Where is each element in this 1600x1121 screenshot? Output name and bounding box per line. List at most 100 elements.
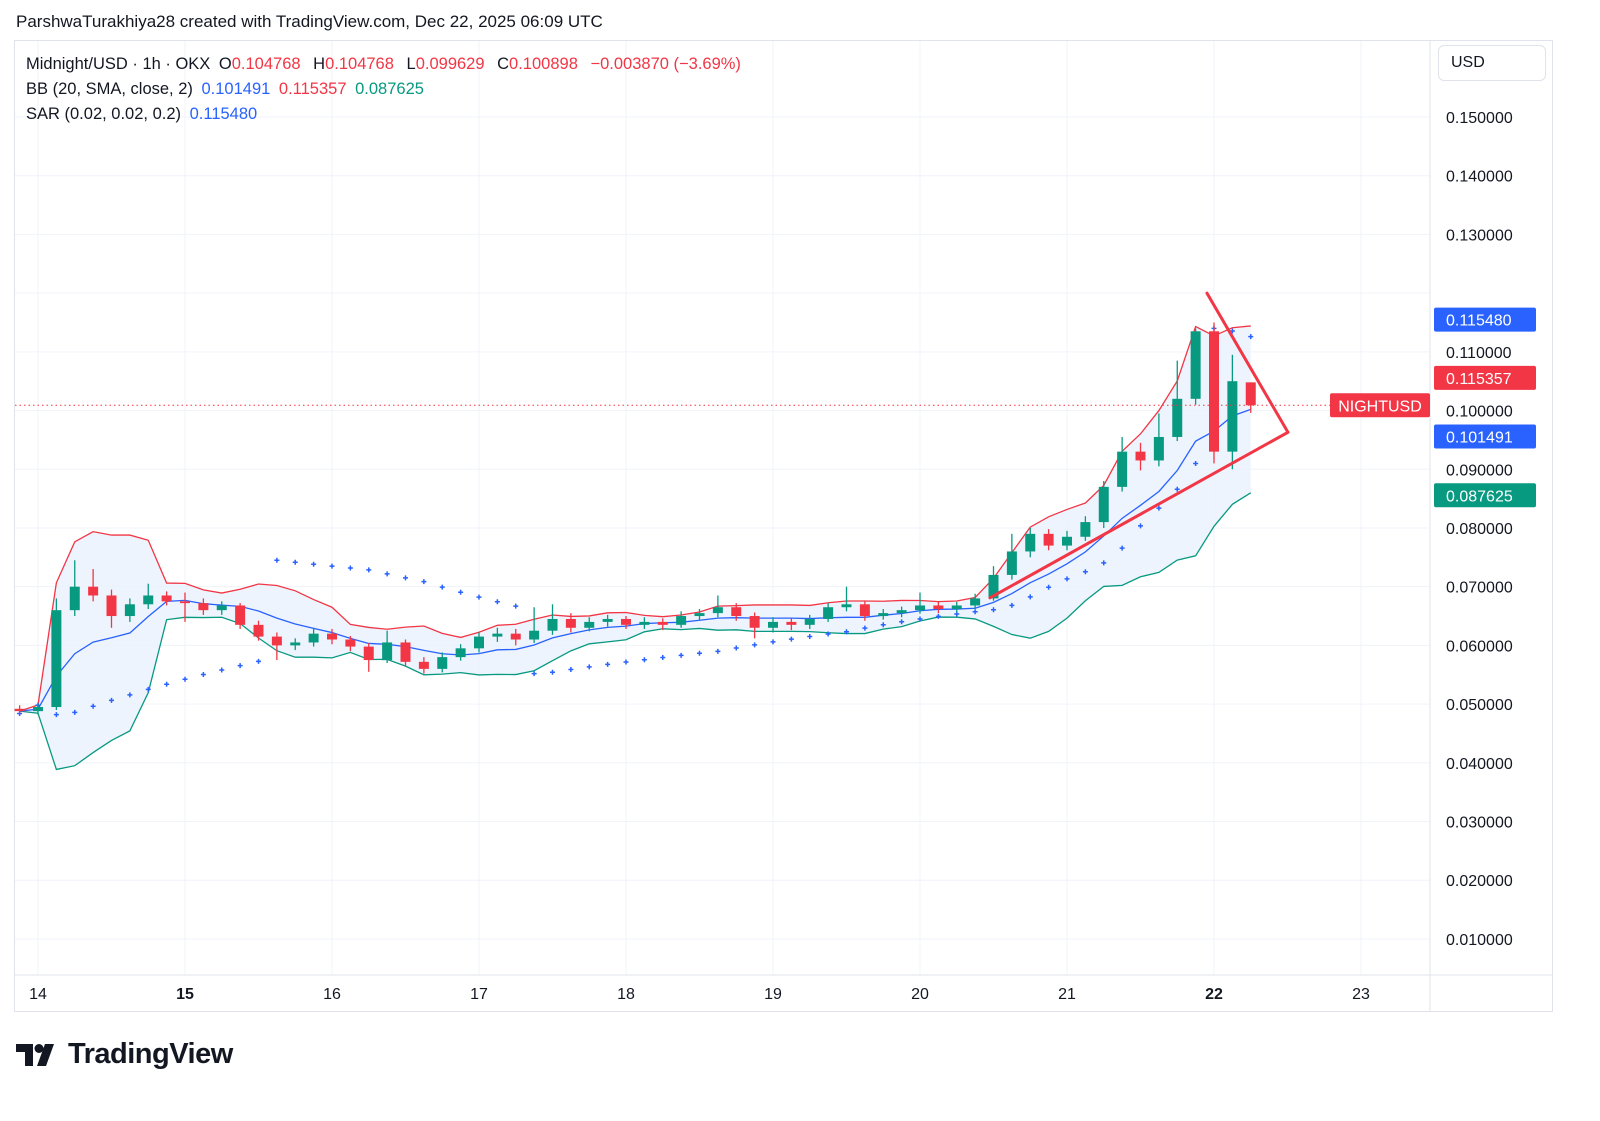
sar-point (991, 607, 996, 613)
sar-point (917, 616, 923, 622)
candle-body[interactable] (1190, 331, 1201, 399)
candle-body[interactable] (33, 707, 43, 712)
candle-body[interactable] (253, 624, 264, 637)
sar-point (347, 565, 353, 571)
candle-body[interactable] (547, 618, 558, 631)
candle-body[interactable] (308, 633, 319, 643)
candle-body[interactable] (69, 586, 80, 611)
candle-body[interactable] (841, 604, 852, 608)
trendline-drawing[interactable] (988, 430, 1290, 600)
candle-body[interactable] (786, 621, 797, 625)
open-value: 0.104768 (231, 55, 301, 73)
sar-point (807, 633, 813, 639)
candle-body[interactable] (1245, 382, 1256, 406)
candle-body[interactable] (1025, 533, 1036, 552)
sar-point (1009, 602, 1015, 608)
candle-body[interactable] (951, 605, 962, 609)
candle-body[interactable] (694, 613, 705, 617)
candle-body[interactable] (749, 616, 760, 628)
candle-body[interactable] (1172, 398, 1183, 437)
candle-body[interactable] (878, 613, 889, 617)
candle-body[interactable] (1062, 536, 1072, 546)
candle-body[interactable] (1153, 436, 1164, 461)
candle-body[interactable] (1043, 533, 1054, 546)
candle-body[interactable] (768, 621, 778, 628)
candle-body[interactable] (271, 636, 282, 646)
candle-body[interactable] (639, 621, 650, 625)
candle-body[interactable] (804, 618, 815, 625)
candle-body[interactable] (51, 610, 62, 708)
candle-body[interactable] (235, 605, 246, 625)
candle-body[interactable] (216, 605, 227, 611)
currency-button[interactable]: USD (1438, 45, 1546, 81)
candle-body[interactable] (1117, 451, 1128, 487)
candle-body[interactable] (180, 601, 190, 604)
candle-body[interactable] (1135, 451, 1146, 461)
sar-point (1174, 486, 1180, 492)
candle-body[interactable] (621, 618, 631, 625)
sar-point (494, 599, 500, 605)
candle-body[interactable] (492, 633, 503, 637)
candle-body[interactable] (124, 604, 135, 617)
candle-body[interactable] (896, 610, 907, 614)
x-tick-label: 22 (1205, 986, 1223, 1003)
legend-symbol[interactable]: Midnight/USD · 1h · OKX (26, 55, 211, 73)
logo-text: TradingView (68, 1038, 233, 1070)
sar-point (660, 654, 666, 660)
y-tick-label: 0.010000 (1446, 932, 1513, 949)
candle-body[interactable] (933, 605, 944, 609)
candle-body[interactable] (327, 633, 337, 640)
tradingview-logo[interactable]: TradingView (16, 1038, 233, 1071)
bb-label[interactable]: BB (20, SMA, close, 2) (26, 80, 193, 98)
candle-body[interactable] (143, 595, 154, 605)
sar-point (770, 639, 776, 645)
candle-body[interactable] (731, 607, 742, 617)
candle-body[interactable] (565, 618, 576, 628)
candle-body[interactable] (676, 616, 687, 625)
candle-body[interactable] (437, 657, 448, 669)
candle-body[interactable] (474, 636, 484, 649)
candle-body[interactable] (712, 607, 723, 614)
candle-body[interactable] (988, 574, 999, 599)
candle-body[interactable] (106, 595, 117, 617)
candle-body[interactable] (1209, 331, 1219, 452)
candle-body[interactable] (1098, 486, 1109, 523)
sar-point (568, 667, 574, 673)
candle-body[interactable] (382, 642, 393, 661)
sar-point (292, 559, 298, 565)
candle-body[interactable] (400, 642, 411, 662)
candle-body[interactable] (1080, 522, 1091, 537)
candle-body[interactable] (529, 630, 540, 640)
candle-body[interactable] (418, 661, 429, 669)
candle-body[interactable] (1227, 381, 1238, 452)
change-value: −0.003870 (−3.69%) (590, 55, 741, 73)
y-tick-label: 0.100000 (1446, 404, 1513, 421)
candle-body[interactable] (970, 598, 981, 606)
candle-body[interactable] (88, 586, 99, 596)
candle-body[interactable] (584, 621, 595, 628)
trendline-drawing[interactable] (1205, 291, 1290, 434)
tradingview-logo-icon (16, 1043, 54, 1066)
bb-basis-value: 0.101491 (201, 80, 271, 98)
candle-body[interactable] (14, 708, 25, 712)
sar-point (127, 692, 133, 698)
sar-label[interactable]: SAR (0.02, 0.02, 0.2) (26, 105, 182, 123)
candle-body[interactable] (1006, 551, 1017, 575)
y-tick-label: 0.040000 (1446, 756, 1513, 773)
candle-body[interactable] (290, 642, 301, 646)
candle-body[interactable] (345, 639, 356, 647)
candle-body[interactable] (161, 595, 172, 602)
candle-body[interactable] (859, 604, 870, 617)
candle-body[interactable] (657, 621, 668, 625)
candle-body[interactable] (915, 605, 925, 611)
candle-body[interactable] (198, 603, 209, 611)
candle-body[interactable] (455, 648, 466, 658)
candle-body[interactable] (823, 607, 834, 619)
sar-point (862, 625, 868, 631)
sar-point (880, 622, 886, 628)
chart-frame (14, 40, 1553, 1012)
candle-body[interactable] (510, 633, 521, 640)
candle-body[interactable] (602, 618, 613, 622)
candle-body[interactable] (363, 646, 374, 661)
